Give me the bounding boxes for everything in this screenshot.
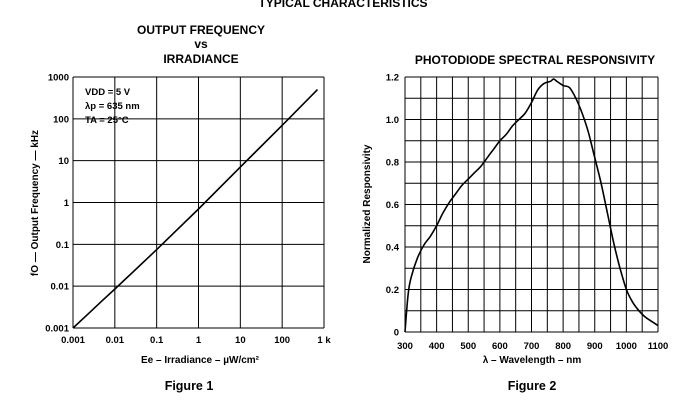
figure-2-caption: Figure 2	[508, 379, 557, 393]
page-header: TYPICAL CHARACTERISTICS	[258, 0, 427, 10]
chart1-y-tick-label: 0.001	[45, 324, 69, 335]
chart2-y-tick-label: 1.2	[386, 73, 399, 84]
chart1-y-tick-label: 0.01	[51, 282, 70, 293]
chart1-annotation-lambda: λp = 635 nm	[85, 101, 140, 112]
chart1-x-tick-label: 1	[196, 335, 202, 346]
chart2-x-tick-labels: 300 400 500 600 700 800 900 1000 1100	[397, 341, 668, 352]
chart1-y-tick-labels: 0.001 0.01 0.1 1 10 100 1000	[45, 73, 69, 335]
chart2-x-tick-label: 500	[460, 341, 476, 352]
chart1-annotation-ta: TA = 25°C	[85, 115, 129, 126]
chart2-y-tick-label: 0.4	[386, 243, 400, 254]
chart2-x-tick-label: 900	[587, 341, 603, 352]
chart1-title-line2: vs	[194, 37, 208, 51]
chart2-grid	[404, 76, 659, 333]
chart2-y-tick-label: 0	[394, 328, 399, 339]
chart1-x-tick-label: 0.001	[61, 335, 85, 346]
chart1-x-axis-label: Ee – Irradiance – µW/cm²	[141, 355, 260, 366]
chart1-annotation-vdd: VDD = 5 V	[85, 87, 131, 98]
chart2-x-tick-label: 400	[429, 341, 445, 352]
chart1-y-axis-label: fO — Output Frequency — kHz	[30, 130, 41, 276]
chart1-y-tick-label: 0.1	[56, 240, 70, 251]
chart2-title: PHOTODIODE SPECTRAL RESPONSIVITY	[415, 53, 655, 67]
chart-spectral-responsivity: PHOTODIODE SPECTRAL RESPONSIVITY 0 0.2 0.4…	[362, 53, 668, 393]
chart2-x-tick-label: 800	[555, 341, 571, 352]
chart1-y-tick-label: 100	[53, 114, 69, 125]
chart2-y-tick-label: 1.0	[386, 115, 399, 126]
chart2-x-tick-label: 700	[524, 341, 540, 352]
chart1-x-tick-label: 0.01	[106, 335, 125, 346]
chart1-x-tick-label: 10	[235, 335, 246, 346]
chart1-x-tick-label: 100	[274, 335, 290, 346]
chart1-x-tick-labels: 0.001 0.01 0.1 1 10 100 1 k	[61, 335, 331, 346]
chart-output-frequency: OUTPUT FREQUENCY vs IRRADIANCE 0.001 0.01…	[30, 23, 331, 393]
chart2-x-tick-label: 600	[492, 341, 508, 352]
figure-1-caption: Figure 1	[165, 379, 214, 393]
chart2-x-axis-label: λ – Wavelength – nm	[483, 355, 582, 366]
chart2-series-line	[404, 78, 659, 333]
chart1-annotation: VDD = 5 V λp = 635 nm TA = 25°C	[85, 87, 140, 126]
chart2-x-tick-label: 300	[397, 341, 413, 352]
chart2-y-tick-label: 0.2	[386, 285, 399, 296]
chart1-title-line1: OUTPUT FREQUENCY	[137, 23, 265, 37]
chart1-x-tick-label: 1 k	[317, 335, 331, 346]
chart1-y-tick-label: 1	[64, 198, 70, 209]
chart2-y-tick-labels: 0 0.2 0.4 0.6 0.8 1.0 1.2	[386, 73, 400, 339]
chart2-y-axis-label: Normalized Responsivity	[362, 144, 373, 263]
chart1-title-line3: IRRADIANCE	[163, 52, 238, 66]
chart2-x-tick-label: 1000	[616, 341, 637, 352]
chart1-y-tick-label: 1000	[48, 73, 69, 84]
chart2-y-tick-label: 0.8	[386, 158, 399, 169]
chart1-series-line	[72, 89, 319, 329]
chart1-grid	[72, 76, 325, 329]
chart2-y-tick-label: 0.6	[386, 200, 399, 211]
chart1-x-tick-label: 0.1	[150, 335, 164, 346]
chart1-y-tick-label: 10	[58, 156, 69, 167]
chart2-x-tick-label: 1100	[648, 341, 669, 352]
